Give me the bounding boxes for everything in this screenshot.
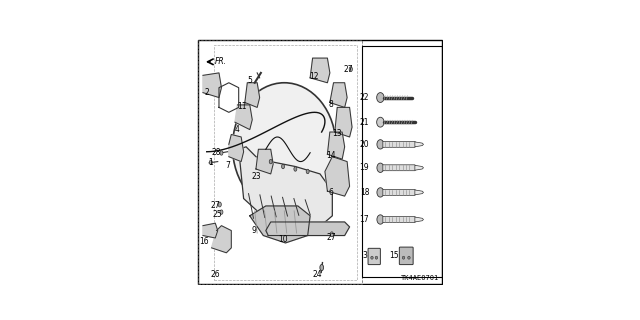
Text: 11: 11 [237, 102, 247, 111]
Polygon shape [229, 134, 244, 162]
Text: 23: 23 [251, 172, 260, 181]
Polygon shape [245, 83, 260, 108]
Text: 7: 7 [225, 161, 230, 170]
Ellipse shape [218, 202, 221, 207]
Polygon shape [415, 165, 424, 170]
Ellipse shape [232, 83, 336, 211]
Text: TK4AE0701: TK4AE0701 [401, 275, 440, 281]
Ellipse shape [403, 256, 404, 259]
Polygon shape [266, 222, 349, 236]
Polygon shape [335, 108, 352, 137]
Text: 13: 13 [332, 129, 342, 138]
Polygon shape [212, 226, 231, 253]
Ellipse shape [377, 92, 384, 102]
Polygon shape [203, 73, 221, 98]
Text: 6: 6 [329, 188, 333, 197]
Ellipse shape [209, 160, 212, 164]
Ellipse shape [377, 140, 384, 149]
Text: 20: 20 [360, 140, 369, 149]
Polygon shape [239, 147, 332, 231]
Text: 28: 28 [211, 148, 221, 157]
Ellipse shape [377, 117, 384, 127]
Text: 1: 1 [208, 158, 212, 167]
Text: 27: 27 [326, 234, 336, 243]
Ellipse shape [282, 164, 285, 169]
Text: 21: 21 [360, 118, 369, 127]
Polygon shape [250, 206, 310, 243]
Polygon shape [328, 132, 344, 159]
Ellipse shape [294, 167, 297, 171]
Ellipse shape [306, 169, 309, 174]
Ellipse shape [375, 256, 378, 259]
Ellipse shape [269, 159, 272, 164]
Ellipse shape [320, 264, 324, 271]
Polygon shape [383, 189, 417, 195]
Polygon shape [325, 157, 349, 196]
Polygon shape [415, 217, 424, 222]
Text: 19: 19 [360, 163, 369, 172]
Text: 5: 5 [247, 76, 252, 85]
Ellipse shape [349, 67, 353, 72]
Polygon shape [383, 217, 417, 222]
Text: 3: 3 [362, 251, 367, 260]
Text: 4: 4 [235, 125, 240, 134]
Text: 27: 27 [211, 202, 220, 211]
Text: 15: 15 [389, 251, 399, 260]
Ellipse shape [377, 188, 384, 197]
Text: 9: 9 [251, 226, 256, 235]
Ellipse shape [220, 210, 223, 214]
Text: 24: 24 [313, 270, 323, 279]
Polygon shape [415, 190, 424, 195]
Polygon shape [383, 165, 417, 171]
Text: 12: 12 [309, 72, 319, 81]
Ellipse shape [330, 232, 333, 237]
Ellipse shape [408, 256, 410, 259]
Text: 25: 25 [212, 210, 222, 219]
Text: 8: 8 [329, 100, 333, 109]
Text: 27: 27 [344, 65, 353, 74]
Ellipse shape [377, 215, 384, 224]
FancyBboxPatch shape [399, 247, 413, 265]
Polygon shape [383, 141, 417, 147]
Text: 18: 18 [360, 188, 369, 197]
Polygon shape [235, 105, 252, 130]
Ellipse shape [371, 256, 373, 259]
Text: 16: 16 [200, 237, 209, 246]
FancyBboxPatch shape [368, 248, 380, 265]
Text: 10: 10 [278, 235, 288, 244]
Ellipse shape [220, 151, 223, 155]
Text: FR.: FR. [214, 57, 227, 66]
Text: 17: 17 [360, 215, 369, 224]
Polygon shape [310, 58, 330, 83]
Text: 2: 2 [204, 88, 209, 97]
Polygon shape [203, 223, 218, 238]
Ellipse shape [377, 163, 384, 172]
Polygon shape [256, 149, 273, 174]
Text: 26: 26 [211, 270, 220, 279]
Text: 14: 14 [326, 151, 336, 160]
Text: 22: 22 [360, 93, 369, 102]
Polygon shape [330, 83, 347, 108]
Polygon shape [415, 142, 424, 147]
